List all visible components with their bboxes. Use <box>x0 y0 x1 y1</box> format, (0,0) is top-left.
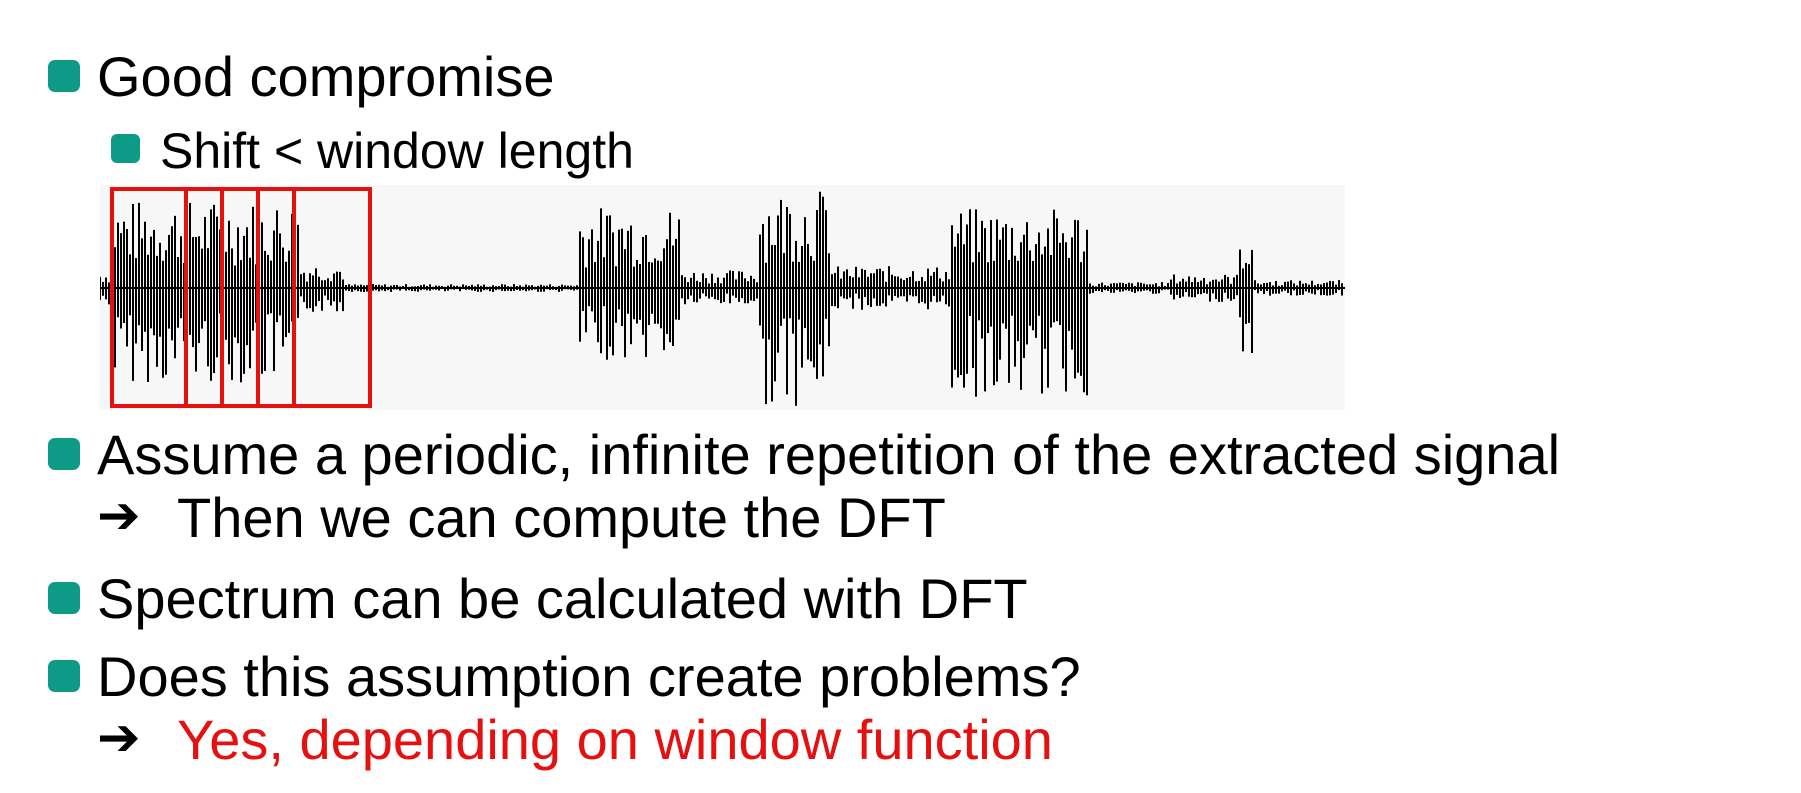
speech-waveform-figure <box>100 185 1345 410</box>
sub-bullet-text-shift: Shift < window length <box>160 123 634 179</box>
window-frame-outline <box>110 187 372 408</box>
bullet-square-icon <box>48 438 80 470</box>
heavy-right-arrow-icon: ➔ <box>97 486 141 546</box>
continuation-text-compute-dft: Then we can compute the DFT <box>177 486 946 549</box>
waveform-signal <box>100 191 1343 406</box>
window-frames <box>110 187 372 408</box>
sub-bullet-square-icon <box>111 134 140 163</box>
bullet-text-assume-periodic: Assume a periodic, infinite repetition o… <box>97 423 1561 486</box>
bullet-square-icon <box>48 582 80 614</box>
heavy-right-arrow-icon: ➔ <box>97 708 141 768</box>
continuation-text-window-function: Yes, depending on window function <box>177 708 1053 771</box>
bullet-square-icon <box>48 60 80 92</box>
bullet-text-good-compromise: Good compromise <box>97 45 555 108</box>
bullet-text-assumption-problems: Does this assumption create problems? <box>97 645 1081 708</box>
bullet-text-spectrum: Spectrum can be calculated with DFT <box>97 567 1028 630</box>
bullet-square-icon <box>48 660 80 692</box>
